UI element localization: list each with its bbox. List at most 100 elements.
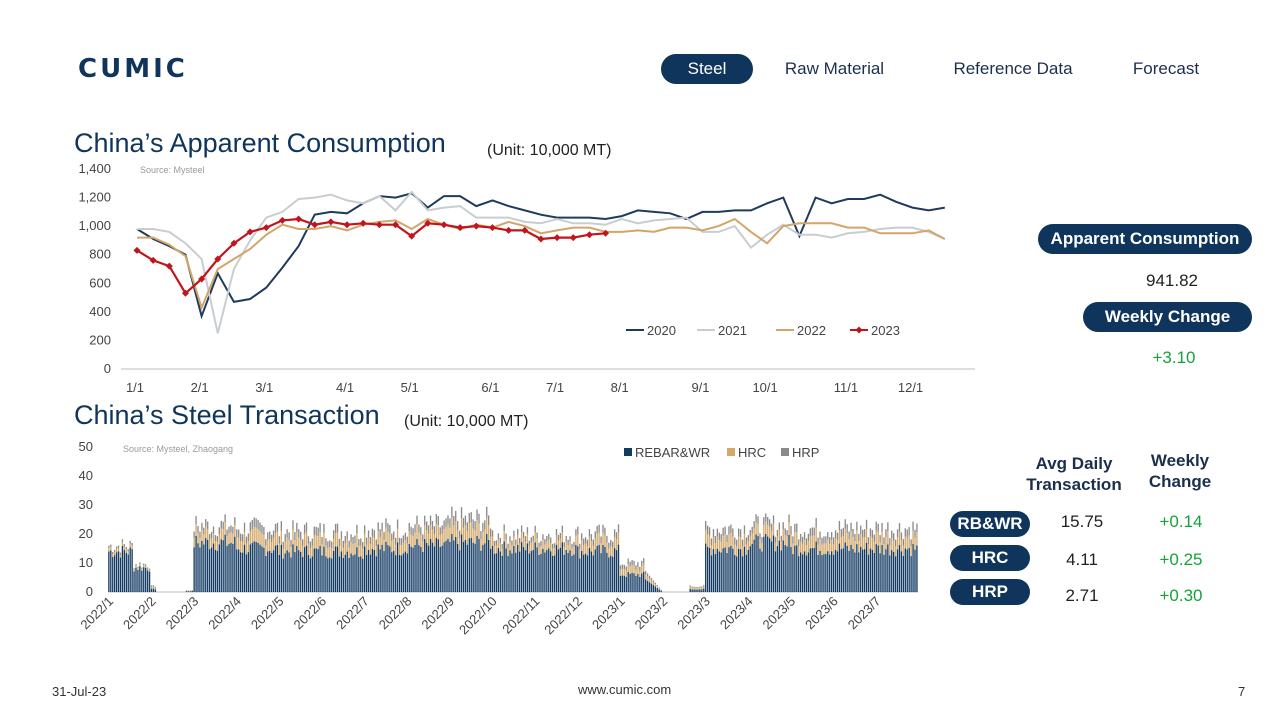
bar-hrp — [282, 541, 284, 549]
bar-hrc — [488, 525, 490, 540]
bar-hrc — [282, 548, 284, 559]
consumption-source: Source: Mysteel — [140, 165, 205, 175]
bar-hrp — [563, 542, 565, 548]
bar-hrc — [115, 548, 118, 553]
bar-hrc — [486, 517, 488, 534]
bar-hrp — [768, 519, 771, 527]
bar-hrp — [555, 528, 558, 536]
bar-hrc — [706, 534, 709, 547]
bar-rebar — [129, 547, 131, 592]
bar-hrp — [863, 529, 866, 538]
bar-hrc — [199, 537, 201, 548]
bar-hrp — [759, 533, 761, 540]
bar-rebar — [728, 547, 730, 592]
bar-hrc — [836, 540, 839, 552]
bar-hrc — [342, 547, 345, 558]
bar-hrc — [503, 531, 505, 542]
nav-reference-data-tab[interactable]: Reference Data — [953, 59, 1073, 78]
bar-hrc — [635, 569, 637, 577]
bar-hrc — [362, 548, 364, 559]
bar-hrc — [741, 546, 744, 557]
bar-rebar — [910, 556, 912, 592]
bar-rebar — [410, 546, 412, 592]
bar-rebar — [891, 550, 893, 592]
bar-hrp — [730, 524, 732, 534]
bar-rebar — [284, 553, 286, 592]
bar-hrc — [646, 576, 649, 581]
footer-website-link[interactable]: www.cumic.com — [578, 682, 672, 697]
bar-rebar — [414, 544, 416, 592]
nav-raw-material-tab[interactable]: Raw Material — [784, 59, 885, 78]
bar-rebar — [606, 552, 608, 592]
bar-hrc — [732, 536, 734, 549]
bar-rebar — [365, 554, 368, 592]
bar-rebar — [123, 550, 126, 592]
bar-rebar — [821, 555, 823, 592]
bar-rebar — [730, 545, 732, 592]
bar-hrc — [871, 537, 874, 550]
bar-hrp — [224, 514, 226, 523]
bar-hrc — [327, 548, 329, 559]
bar-hrp — [344, 535, 346, 544]
bar-hrc — [896, 537, 899, 550]
bar-rebar — [720, 552, 722, 592]
bar-rebar — [270, 552, 273, 592]
bar-hrc — [437, 525, 439, 540]
bar-rebar — [726, 552, 728, 592]
bar-rebar — [329, 557, 331, 592]
bar-hrp — [840, 529, 843, 538]
bar-hrp — [776, 529, 779, 537]
bar-hrc — [239, 541, 242, 553]
bar-rebar — [739, 549, 742, 592]
bar-rebar — [360, 556, 362, 592]
bar-rebar — [476, 535, 478, 592]
bar-rebar — [701, 589, 703, 592]
bar-hrc — [480, 538, 482, 551]
bar-hrp — [511, 540, 513, 546]
bar-hrp — [298, 529, 300, 538]
bar-hrc — [420, 535, 422, 547]
bar-rebar — [340, 551, 343, 592]
nav-forecast-tab[interactable]: Forecast — [1132, 59, 1200, 78]
bar-hrc — [453, 525, 455, 541]
bar-rebar — [592, 555, 594, 592]
bar-hrp — [650, 578, 653, 581]
bar-hrp — [115, 546, 118, 549]
bar-hrp — [834, 530, 837, 539]
bar-hrp — [418, 524, 420, 533]
line-point-2023 — [505, 226, 513, 234]
bar-rebar — [267, 551, 269, 592]
bar-hrp — [557, 534, 560, 541]
bar-hrc — [757, 524, 759, 537]
bar-y-tick-label: 20 — [79, 526, 93, 541]
bar-rebar — [288, 552, 290, 592]
bar-hrc — [292, 529, 294, 545]
bar-hrc — [319, 532, 321, 546]
bar-rebar — [433, 546, 436, 592]
bar-hrc — [257, 529, 259, 543]
bar-hrc — [701, 587, 703, 590]
bar-hrp — [389, 525, 391, 534]
bar-hrp — [610, 540, 612, 547]
bar-hrp — [796, 523, 798, 533]
bar-rebar — [708, 547, 711, 592]
line-point-2023 — [585, 231, 593, 239]
line-point-2023 — [214, 255, 222, 263]
hrp-change: +0.30 — [1159, 586, 1203, 605]
bar-rebar — [389, 546, 391, 592]
bar-hrp — [334, 523, 337, 533]
bar-rebar — [239, 552, 242, 592]
bar-hrc — [265, 545, 267, 556]
bar-rebar — [150, 588, 153, 592]
bar-hrc — [654, 584, 656, 587]
bar-rebar — [402, 553, 405, 592]
line-point-2023 — [246, 228, 254, 236]
nav-steel-tab[interactable]: Steel — [661, 54, 753, 84]
bar-rebar — [110, 550, 112, 592]
bar-rebar — [468, 538, 470, 592]
line-point-2023 — [343, 221, 351, 229]
bar-hrp — [470, 512, 472, 523]
bar-hrc — [336, 532, 339, 547]
bar-hrp — [612, 541, 614, 548]
rbwr-avg: 15.75 — [1060, 512, 1104, 531]
